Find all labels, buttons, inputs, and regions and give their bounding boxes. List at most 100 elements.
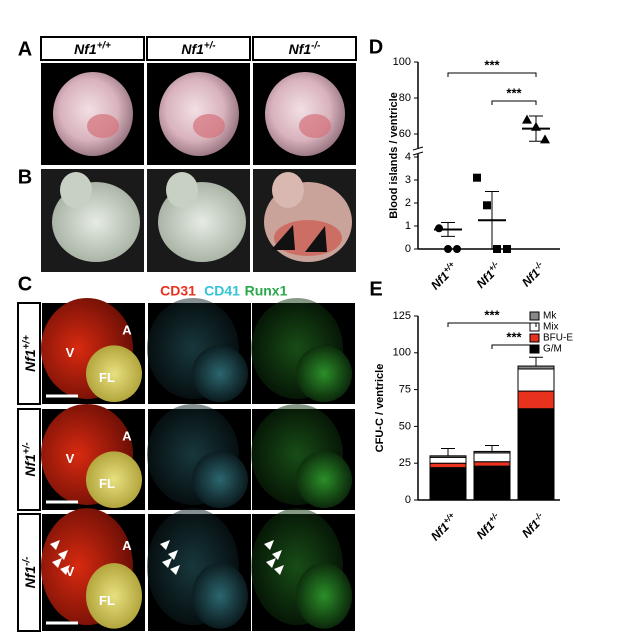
y-tick-label: 25 xyxy=(399,457,411,469)
arrowhead xyxy=(170,565,180,575)
channel-label: CD41 xyxy=(204,283,240,299)
arrowhead xyxy=(168,550,178,560)
arrowhead xyxy=(266,558,276,568)
region-label: FL xyxy=(99,593,115,608)
sig-bracket xyxy=(491,344,537,349)
x-tick-label: Nf1+/+ xyxy=(427,510,460,543)
y-tick-label: 125 xyxy=(393,310,411,322)
outflow xyxy=(60,172,92,208)
y-tick-label: 75 xyxy=(399,384,411,396)
panel-letter: C xyxy=(18,273,32,295)
point xyxy=(435,224,443,233)
embryo xyxy=(265,72,345,156)
bar-segment xyxy=(429,455,467,458)
legend-swatch xyxy=(529,333,540,343)
y-tick-label: 4 xyxy=(405,151,411,163)
error-bar xyxy=(441,222,455,237)
y-tick-label: 80 xyxy=(399,92,411,104)
region-label: FL xyxy=(99,476,115,491)
region-label: V xyxy=(66,451,75,466)
embryo-heart xyxy=(87,114,119,138)
x-tick-label: Nf1-/- xyxy=(518,259,549,290)
point xyxy=(522,114,532,124)
row-label-box xyxy=(17,408,41,511)
x-tick-label: Nf1+/- xyxy=(472,510,504,542)
liver xyxy=(192,345,248,402)
y-tick-label: 0 xyxy=(405,494,411,506)
x-tick-label: Nf1+/- xyxy=(472,259,504,291)
liver xyxy=(296,451,352,508)
row-label: Nf1-/- xyxy=(21,557,38,589)
header-box xyxy=(146,36,251,61)
point xyxy=(540,134,550,144)
error-bar xyxy=(485,445,499,452)
bar-segment xyxy=(517,408,555,501)
y-tick-label: 100 xyxy=(393,347,411,359)
embryo xyxy=(159,72,239,156)
region-label: A xyxy=(122,323,132,338)
error-bar xyxy=(529,115,543,142)
row-label-box xyxy=(17,302,41,405)
panel-letter: B xyxy=(18,166,32,188)
sig-bracket xyxy=(491,100,537,105)
genotype-header: Nf1-/- xyxy=(289,40,321,57)
y-tick-label: 3 xyxy=(405,174,411,186)
arrowhead xyxy=(52,558,62,568)
legend-label: G/M xyxy=(543,344,562,355)
bar-segment xyxy=(429,462,467,469)
bar-segment xyxy=(473,452,511,463)
x-tick-label: Nf1+/+ xyxy=(427,259,460,292)
sig-label: *** xyxy=(484,57,500,72)
arrowhead xyxy=(305,226,327,252)
arrowhead xyxy=(160,540,170,550)
liver xyxy=(86,563,142,629)
y-tick-label: 50 xyxy=(399,420,411,432)
bar-segment xyxy=(473,461,511,467)
region-label: A xyxy=(122,538,132,553)
row-label: Nf1+/+ xyxy=(21,335,38,372)
legend-label: Mix xyxy=(543,322,559,333)
y-tick-label: 100 xyxy=(393,56,411,68)
legend-label: BFU-E xyxy=(543,333,573,344)
y-tick-label: 60 xyxy=(399,128,411,140)
x-tick-label: Nf1-/- xyxy=(518,510,549,541)
region-label: FL xyxy=(99,370,115,385)
header-box xyxy=(40,36,145,61)
region-label: V xyxy=(66,345,75,360)
y-tick-label: 2 xyxy=(405,197,411,209)
bar-segment xyxy=(429,467,467,501)
arrowhead xyxy=(58,550,68,560)
bar-segment xyxy=(429,456,467,464)
liver xyxy=(86,345,142,402)
genotype-header: Nf1+/+ xyxy=(74,40,111,57)
embryo xyxy=(53,72,133,156)
y-axis-label: Blood islands / ventricle xyxy=(388,92,400,219)
arrowhead xyxy=(50,540,60,550)
embryo-heart xyxy=(193,114,225,138)
arrowhead xyxy=(264,540,274,550)
channel-label: Runx1 xyxy=(245,283,288,299)
liver xyxy=(86,451,142,508)
point xyxy=(483,201,491,210)
row-label-box xyxy=(17,513,41,632)
y-tick-label: 1 xyxy=(405,220,411,232)
y-axis-label: CFU-C / ventricle xyxy=(374,364,386,453)
header-box xyxy=(252,36,357,61)
outflow xyxy=(166,172,198,208)
legend-swatch xyxy=(529,322,540,332)
error-bar xyxy=(485,191,499,250)
sig-label: *** xyxy=(506,329,522,344)
bar-segment xyxy=(517,368,555,392)
bar-segment xyxy=(473,450,511,454)
arrowhead xyxy=(274,565,284,575)
channel-label: CD31 xyxy=(160,283,196,299)
y-tick-label: 0 xyxy=(405,243,411,255)
sig-label: *** xyxy=(506,85,522,100)
point xyxy=(473,173,481,182)
error-bar xyxy=(529,356,543,367)
panel-letter: D xyxy=(369,36,383,58)
genotype-header: Nf1+/- xyxy=(181,40,215,57)
arrowhead xyxy=(162,558,172,568)
panel-letter: E xyxy=(369,278,382,300)
